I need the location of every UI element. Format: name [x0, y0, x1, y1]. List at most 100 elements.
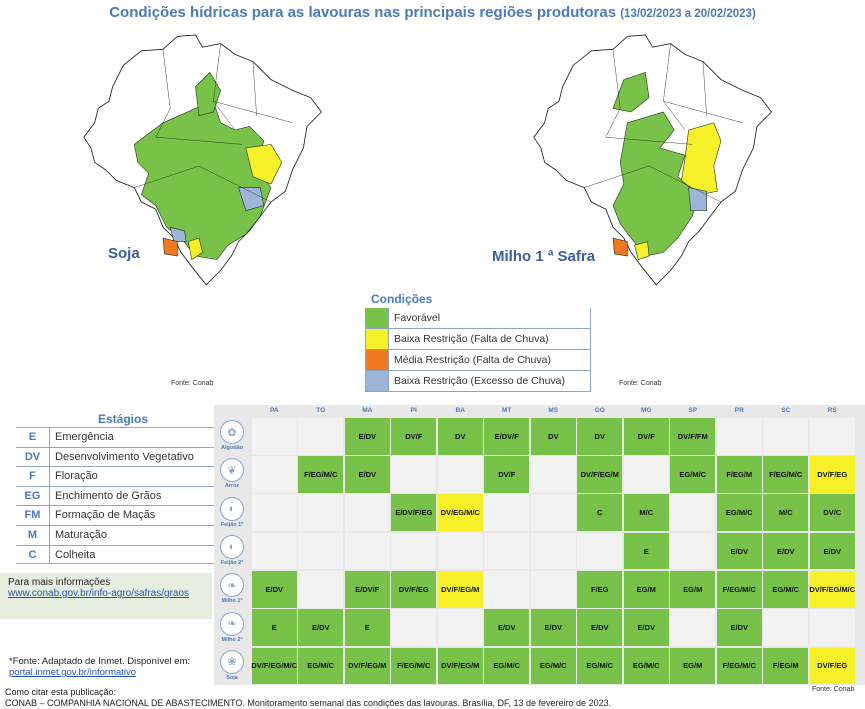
corn-icon: ❧	[220, 573, 244, 598]
table-cell: F/EG/M/C	[298, 456, 344, 493]
legend-label: Média Restrição (Falta de Chuva)	[394, 354, 551, 366]
table-cell: F/EG/M	[763, 647, 809, 685]
stage-code: EG	[16, 486, 50, 506]
table-cell: F/EG/M/C	[716, 570, 762, 608]
table-cell: DV/F/EG/M	[437, 570, 483, 608]
state-header: PI	[410, 407, 417, 414]
crop-name: Milho 2ª	[221, 636, 243, 643]
table-cell	[763, 417, 809, 455]
table-cell: F/EG/M/C	[763, 456, 809, 493]
region-baixa_excesso	[238, 187, 265, 211]
region-media_falta	[162, 237, 178, 257]
table-cell: E	[251, 609, 297, 647]
state-header: TO	[316, 407, 326, 414]
crop-name: Soja	[226, 674, 238, 681]
legend-label: Baixa Restrição (Falta de Chuva)	[394, 333, 549, 345]
table-cell	[251, 456, 297, 493]
crop-name: Milho 1ª	[221, 598, 243, 605]
citation-label: Como citar esta publicação:	[5, 687, 117, 697]
map-soja	[83, 34, 322, 286]
crop-name: Arroz	[224, 483, 240, 490]
soy-icon: ❀	[220, 649, 244, 674]
table-cell: DV/F/EG	[809, 647, 855, 685]
footnote-link[interactable]: portal.inmet.gov.br/informativo	[9, 667, 137, 678]
region-favoravel	[195, 71, 221, 116]
region-favoravel	[612, 72, 650, 113]
cotton-icon: ✿	[220, 420, 244, 444]
state-header: GO	[594, 407, 605, 414]
table-cell: M/C	[763, 494, 809, 532]
crop-name: Algodão	[221, 445, 243, 451]
stage-row: E Emergência	[16, 427, 230, 447]
state-border	[663, 100, 743, 124]
table-cell	[251, 532, 297, 570]
region-baixa_falta	[634, 241, 650, 260]
more-info-text: Para mais informações	[8, 577, 111, 588]
stages-title: Estágios	[97, 412, 148, 426]
stage-row: M Maturação	[16, 524, 230, 545]
table-cell: E/DV	[344, 456, 390, 493]
table-cell: DV/F	[623, 417, 669, 455]
legend-swatch	[366, 329, 389, 349]
stage-row: FM Formação de Maçãs	[16, 505, 230, 525]
table-cell: DV/F/EG	[391, 570, 437, 608]
condition-maps	[83, 34, 772, 286]
state-border	[134, 165, 272, 203]
citation: Como citar esta publicação: CONAB – COMP…	[5, 687, 611, 709]
table-cell: F/EG	[577, 570, 623, 608]
state-border	[252, 61, 257, 116]
table-cell: E/DV/F/EG	[391, 494, 437, 532]
table-cell: EG/M	[623, 570, 669, 608]
bean-icon: ◐	[220, 496, 244, 521]
legend-item: Baixa Restrição (Falta de Chuva)	[365, 329, 591, 350]
bean-icon: ◐	[220, 534, 244, 559]
table-cell	[484, 494, 530, 532]
crop-name: Feijão 2ª	[220, 559, 244, 566]
more-info-link[interactable]: www.conab.gov.br/info-agro/safras/graos	[8, 588, 190, 599]
table-cell	[437, 609, 483, 647]
crop-row-header: ❧ Milho 2ª	[216, 611, 248, 643]
table-cell: E/DV	[484, 609, 530, 647]
title-text: Condições hídricas para as lavouras nas …	[109, 4, 617, 21]
table-cell	[391, 456, 437, 493]
table-cell: E	[623, 532, 669, 570]
stage-row: C Colheita	[16, 544, 230, 565]
table-cell: DV/F/EG/M	[577, 456, 623, 493]
table-cell	[577, 532, 623, 570]
crop-row-header: ❦ Arroz	[216, 458, 248, 489]
map-source-right: Fonte: Conab	[619, 380, 662, 387]
state-header: MG	[641, 407, 652, 414]
legend-item: Baixa Restrição (Excesso de Chuva)	[365, 371, 591, 392]
legend-swatch	[366, 371, 389, 391]
table-cell	[251, 417, 297, 455]
citation-text: CONAB – COMPANHIA NACIONAL DE ABASTECIME…	[5, 698, 612, 708]
table-cell: EG/M/C	[484, 647, 530, 685]
crop-stage-table: PA TO MA PI BA MT MS GO MG SP PR SC RS ✿ Algodão E/DV DV…	[214, 405, 865, 685]
table-cell: E/DV/F	[344, 570, 390, 608]
table-cell: EG/M/C	[530, 647, 576, 685]
state-border	[605, 49, 621, 138]
crop-row-header: ◐ Feijão 2ª	[216, 534, 248, 566]
table-cell: DV/F/FM	[670, 417, 716, 455]
table-cell	[716, 417, 762, 455]
rice-icon: ❦	[220, 458, 244, 483]
conditions-legend: Condições Favorável Baixa Restrição (Fal…	[365, 292, 591, 392]
stage-code: DV	[16, 447, 50, 467]
table-cell	[251, 494, 297, 532]
table-cell	[298, 570, 344, 608]
table-cell	[809, 609, 855, 647]
crop-row-header: ◐ Feijão 1ª	[216, 496, 248, 528]
stage-code: F	[16, 467, 50, 486]
table-cell: E/DV	[530, 609, 576, 647]
table-cell: E	[344, 609, 390, 647]
table-cell: E/DV	[344, 417, 390, 455]
table-cell	[298, 532, 344, 570]
state-header: SC	[781, 407, 791, 414]
stage-row: F Floração	[16, 466, 230, 486]
table-cell	[484, 532, 530, 570]
state-header: MA	[362, 407, 373, 414]
stages-legend: Estágios E Emergência DV Desenvolvimento V…	[16, 412, 230, 565]
table-cell: DV	[437, 417, 483, 455]
table-cell	[298, 494, 344, 532]
table-cell: DV/F/EG/M	[344, 647, 390, 685]
